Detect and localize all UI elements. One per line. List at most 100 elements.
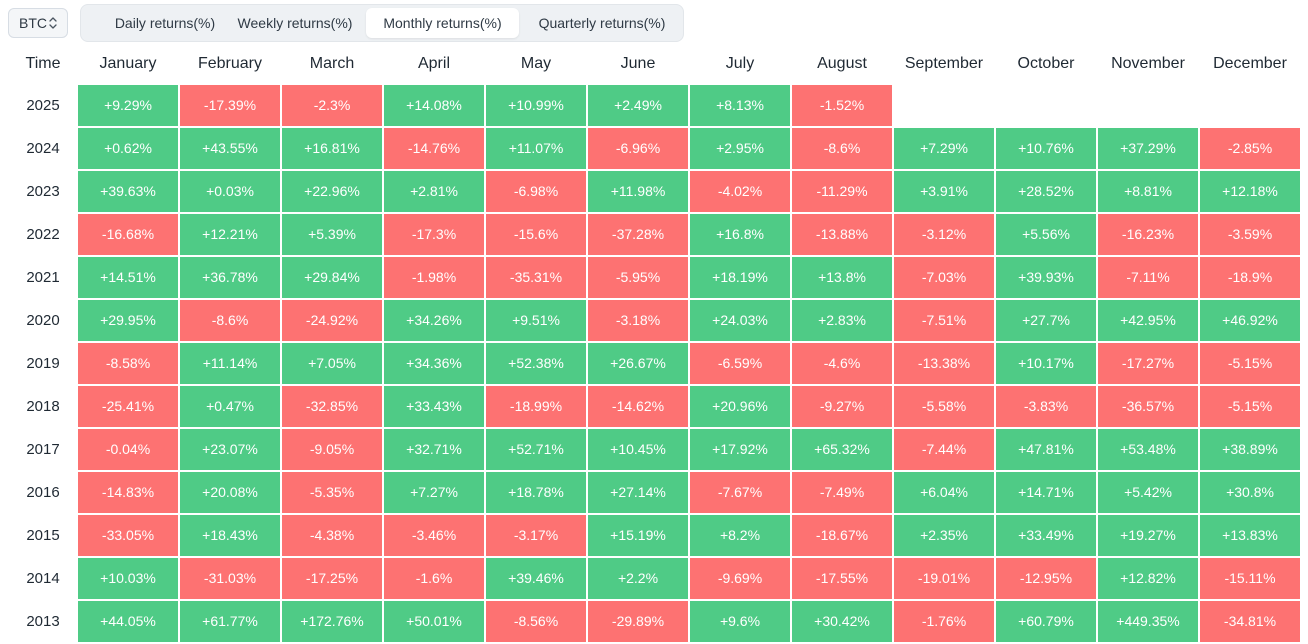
return-cell[interactable]: -1.98% <box>384 257 484 298</box>
return-cell[interactable]: +10.99% <box>486 85 586 126</box>
return-cell[interactable]: +46.92% <box>1200 300 1300 341</box>
return-cell[interactable]: +10.17% <box>996 343 1096 384</box>
return-cell[interactable]: +30.42% <box>792 601 892 642</box>
return-cell[interactable]: -33.05% <box>78 515 178 556</box>
return-cell[interactable]: -18.99% <box>486 386 586 427</box>
return-cell[interactable]: +13.83% <box>1200 515 1300 556</box>
return-cell[interactable]: -25.41% <box>78 386 178 427</box>
return-cell[interactable]: +3.91% <box>894 171 994 212</box>
return-cell[interactable]: +9.29% <box>78 85 178 126</box>
return-cell[interactable]: -7.67% <box>690 472 790 513</box>
return-cell[interactable]: +2.83% <box>792 300 892 341</box>
return-cell[interactable]: +29.84% <box>282 257 382 298</box>
return-cell[interactable]: -31.03% <box>180 558 280 599</box>
asset-select[interactable]: BTC <box>8 8 68 38</box>
return-cell[interactable]: -6.96% <box>588 128 688 169</box>
return-cell[interactable]: +14.08% <box>384 85 484 126</box>
return-cell[interactable]: +30.8% <box>1200 472 1300 513</box>
return-cell[interactable]: -12.95% <box>996 558 1096 599</box>
return-cell[interactable]: +8.81% <box>1098 171 1198 212</box>
return-cell[interactable]: +10.45% <box>588 429 688 470</box>
return-cell[interactable]: -3.12% <box>894 214 994 255</box>
return-cell[interactable]: +44.05% <box>78 601 178 642</box>
return-cell[interactable]: -5.58% <box>894 386 994 427</box>
return-cell[interactable]: -16.68% <box>78 214 178 255</box>
return-cell[interactable]: -1.76% <box>894 601 994 642</box>
return-cell[interactable]: -5.15% <box>1200 386 1300 427</box>
return-cell[interactable]: +2.49% <box>588 85 688 126</box>
return-cell[interactable]: +36.78% <box>180 257 280 298</box>
return-cell[interactable]: -0.04% <box>78 429 178 470</box>
return-cell[interactable]: +42.95% <box>1098 300 1198 341</box>
tab-quarterly-returns[interactable]: Quarterly returns(%) <box>538 15 666 31</box>
return-cell[interactable]: -4.38% <box>282 515 382 556</box>
return-cell[interactable]: +52.38% <box>486 343 586 384</box>
return-cell[interactable]: -8.6% <box>792 128 892 169</box>
return-cell[interactable]: -17.27% <box>1098 343 1198 384</box>
return-cell[interactable]: +5.56% <box>996 214 1096 255</box>
return-cell[interactable]: +34.26% <box>384 300 484 341</box>
return-cell[interactable]: +27.7% <box>996 300 1096 341</box>
return-cell[interactable]: +172.76% <box>282 601 382 642</box>
return-cell[interactable]: +33.43% <box>384 386 484 427</box>
return-cell[interactable]: +27.14% <box>588 472 688 513</box>
return-cell[interactable]: +18.78% <box>486 472 586 513</box>
return-cell[interactable]: +65.32% <box>792 429 892 470</box>
return-cell[interactable]: +14.51% <box>78 257 178 298</box>
return-cell[interactable]: +2.81% <box>384 171 484 212</box>
return-cell[interactable]: -6.59% <box>690 343 790 384</box>
return-cell[interactable]: -14.76% <box>384 128 484 169</box>
return-cell[interactable]: -16.23% <box>1098 214 1198 255</box>
return-cell[interactable]: -17.39% <box>180 85 280 126</box>
return-cell[interactable]: -4.02% <box>690 171 790 212</box>
return-cell[interactable]: -7.51% <box>894 300 994 341</box>
return-cell[interactable]: -32.85% <box>282 386 382 427</box>
return-cell[interactable]: -13.88% <box>792 214 892 255</box>
return-cell[interactable]: +0.03% <box>180 171 280 212</box>
return-cell[interactable]: -3.17% <box>486 515 586 556</box>
return-cell[interactable]: -18.9% <box>1200 257 1300 298</box>
return-cell[interactable]: -17.25% <box>282 558 382 599</box>
return-cell[interactable]: -19.01% <box>894 558 994 599</box>
return-cell[interactable]: +13.8% <box>792 257 892 298</box>
return-cell[interactable]: +10.03% <box>78 558 178 599</box>
return-cell[interactable]: +9.51% <box>486 300 586 341</box>
return-cell[interactable]: +12.21% <box>180 214 280 255</box>
return-cell[interactable]: +14.71% <box>996 472 1096 513</box>
return-cell[interactable]: -3.46% <box>384 515 484 556</box>
return-cell[interactable]: +47.81% <box>996 429 1096 470</box>
return-cell[interactable]: -14.83% <box>78 472 178 513</box>
return-cell[interactable]: +52.71% <box>486 429 586 470</box>
return-cell[interactable]: -7.03% <box>894 257 994 298</box>
return-cell[interactable]: +5.42% <box>1098 472 1198 513</box>
return-cell[interactable]: -15.11% <box>1200 558 1300 599</box>
return-cell[interactable]: +33.49% <box>996 515 1096 556</box>
return-cell[interactable]: +28.52% <box>996 171 1096 212</box>
return-cell[interactable]: +12.82% <box>1098 558 1198 599</box>
return-cell[interactable]: -3.59% <box>1200 214 1300 255</box>
return-cell[interactable]: +39.46% <box>486 558 586 599</box>
return-cell[interactable]: +8.13% <box>690 85 790 126</box>
tab-daily-returns[interactable]: Daily returns(%) <box>114 15 216 31</box>
return-cell[interactable]: +16.81% <box>282 128 382 169</box>
return-cell[interactable]: -13.38% <box>894 343 994 384</box>
return-cell[interactable]: +60.79% <box>996 601 1096 642</box>
return-cell[interactable]: +43.55% <box>180 128 280 169</box>
return-cell[interactable]: +37.29% <box>1098 128 1198 169</box>
return-cell[interactable]: -9.27% <box>792 386 892 427</box>
return-cell[interactable]: -35.31% <box>486 257 586 298</box>
return-cell[interactable]: +53.48% <box>1098 429 1198 470</box>
return-cell[interactable]: +26.67% <box>588 343 688 384</box>
return-cell[interactable]: -8.56% <box>486 601 586 642</box>
return-cell[interactable]: +39.63% <box>78 171 178 212</box>
return-cell[interactable]: +15.19% <box>588 515 688 556</box>
return-cell[interactable]: -2.85% <box>1200 128 1300 169</box>
return-cell[interactable]: -3.18% <box>588 300 688 341</box>
return-cell[interactable]: -1.6% <box>384 558 484 599</box>
return-cell[interactable]: +449.35% <box>1098 601 1198 642</box>
return-cell[interactable]: -2.3% <box>282 85 382 126</box>
tab-weekly-returns[interactable]: Weekly returns(%) <box>237 15 353 31</box>
return-cell[interactable]: -34.81% <box>1200 601 1300 642</box>
return-cell[interactable]: +7.05% <box>282 343 382 384</box>
return-cell[interactable]: +10.76% <box>996 128 1096 169</box>
